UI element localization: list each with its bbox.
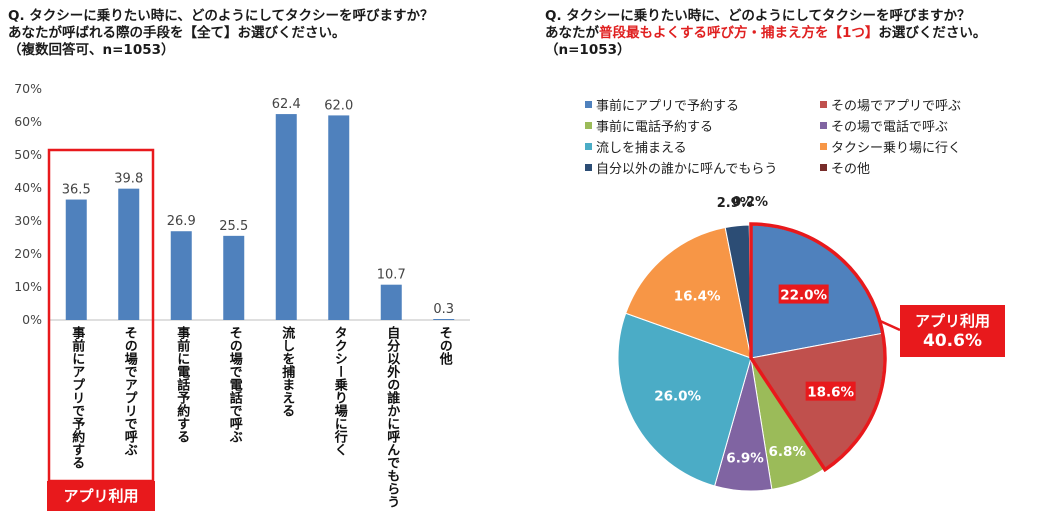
legend-label: 事前にアプリで予約する (596, 99, 740, 114)
y-tick-label: 0% (22, 312, 42, 327)
right-title-line2: あなたが普段最もよくする呼び方・捕まえ方を【1つ】お選びください。 (545, 25, 1040, 42)
legend-swatch (585, 101, 592, 108)
legend-item: 自分以外の誰かに呼んでもらう (585, 158, 777, 177)
bar (275, 114, 297, 320)
legend-swatch (820, 164, 827, 171)
y-tick-label: 20% (14, 246, 42, 261)
legend-label: 自分以外の誰かに呼んでもらう (596, 162, 778, 177)
app-usage-badge-value: 40.6% (923, 331, 982, 351)
legend-item: その場で電話で呼ぶ (820, 116, 948, 135)
right-question-title: Q. タクシーに乗りたい時に、どのようにしてタクシーを呼びますか？ あなたが普段… (545, 8, 1040, 59)
pie-data-label: 22.0% (780, 288, 827, 304)
pie-data-label: 26.0% (654, 389, 701, 405)
legend-label: タクシー乗り場に行く (831, 141, 962, 156)
legend-label: 事前に電話予約する (596, 120, 714, 135)
bar-data-label: 39.8 (114, 172, 143, 187)
legend-label: その場で電話で呼ぶ (831, 120, 949, 135)
pie-data-label: 2.9% (717, 196, 753, 211)
pie-data-label: 6.9% (726, 451, 764, 467)
legend-label: 流しを捕まえる (596, 141, 687, 156)
bar-data-label: 36.5 (62, 183, 91, 198)
right-title-line2-post: お選びください。 (878, 25, 987, 41)
left-title-line1: Q. タクシーに乗りたい時に、どのようにしてタクシーを呼びますか？ (8, 8, 434, 24)
y-tick-label: 60% (14, 114, 42, 129)
app-usage-badge-label: アプリ利用 (914, 312, 990, 330)
bar (170, 231, 192, 320)
bar-data-label: 0.3 (433, 302, 454, 317)
legend-item: 流しを捕まえる (585, 137, 687, 156)
bar-category-label: 事前にアプリで予約する (69, 326, 85, 469)
bar (65, 199, 87, 320)
left-title-line3: （複数回答可、n=1053） (8, 42, 175, 58)
bar-category-label: その場で電話で呼ぶ (226, 326, 242, 443)
right-title-line2-highlight: 普段最もよくする呼び方・捕まえ方を【1つ】 (599, 25, 879, 41)
legend-swatch (820, 143, 827, 150)
y-tick-label: 40% (14, 180, 42, 195)
pie-data-label: 18.6% (807, 385, 854, 401)
right-title-line2-pre: あなたが (545, 25, 599, 41)
bar-category-label: タクシー乗り場に行く (331, 326, 347, 456)
legend-label: その場でアプリで呼ぶ (831, 99, 962, 114)
bar-category-label: その場でアプリで呼ぶ (121, 326, 137, 456)
bar (380, 284, 402, 320)
y-tick-label: 70% (14, 81, 42, 96)
y-tick-label: 30% (14, 213, 42, 228)
legend-label: その他 (831, 162, 871, 177)
bar (328, 115, 350, 321)
legend-swatch (585, 122, 592, 129)
bar (223, 235, 245, 320)
legend-item: その他 (820, 158, 870, 177)
bar-category-label: その他 (436, 326, 452, 365)
pie-label-background (805, 381, 856, 401)
left-title-line2: あなたが呼ばれる際の手段を【全て】お選びください。 (8, 25, 346, 41)
y-tick-label: 10% (14, 279, 42, 294)
legend-swatch (820, 122, 827, 129)
bar-data-label: 26.9 (167, 214, 196, 229)
app-usage-badge-pie: アプリ利用 40.6% (900, 305, 1005, 357)
left-question-title: Q. タクシーに乗りたい時に、どのようにしてタクシーを呼びますか？ あなたが呼ば… (8, 8, 508, 59)
legend-item: 事前に電話予約する (585, 116, 713, 135)
bar (118, 188, 140, 320)
y-tick-label: 50% (14, 147, 42, 162)
bar-data-label: 62.0 (324, 98, 353, 113)
right-title-line1: Q. タクシーに乗りたい時に、どのようにしてタクシーを呼びますか？ (545, 8, 971, 24)
app-usage-badge-bar: アプリ利用 (47, 481, 155, 511)
bar-category-label: 自分以外の誰かに呼んでもらう (384, 326, 400, 508)
bar (433, 319, 455, 320)
legend-item: 事前にアプリで予約する (585, 95, 739, 114)
legend-swatch (585, 164, 592, 171)
pie-data-label: 6.8% (768, 444, 806, 460)
pie-slice (625, 226, 752, 359)
pie-slice (617, 312, 752, 487)
legend-item: その場でアプリで呼ぶ (820, 95, 961, 114)
bar-data-label: 10.7 (377, 268, 406, 283)
right-title-line3: （n=1053） (545, 42, 631, 58)
legend-swatch (820, 101, 827, 108)
legend-swatch (585, 143, 592, 150)
app-usage-connector (877, 318, 901, 332)
bar-category-label: 事前に電話予約する (174, 326, 190, 443)
pie-data-label: 0.2% (732, 195, 768, 210)
legend-item: タクシー乗り場に行く (820, 137, 961, 156)
pie-data-label: 16.4% (674, 289, 721, 305)
bar-category-label: 流しを捕まえる (279, 326, 295, 417)
bar-data-label: 25.5 (219, 219, 248, 234)
bar-data-label: 62.4 (272, 97, 301, 112)
pie-label-background (778, 284, 829, 304)
